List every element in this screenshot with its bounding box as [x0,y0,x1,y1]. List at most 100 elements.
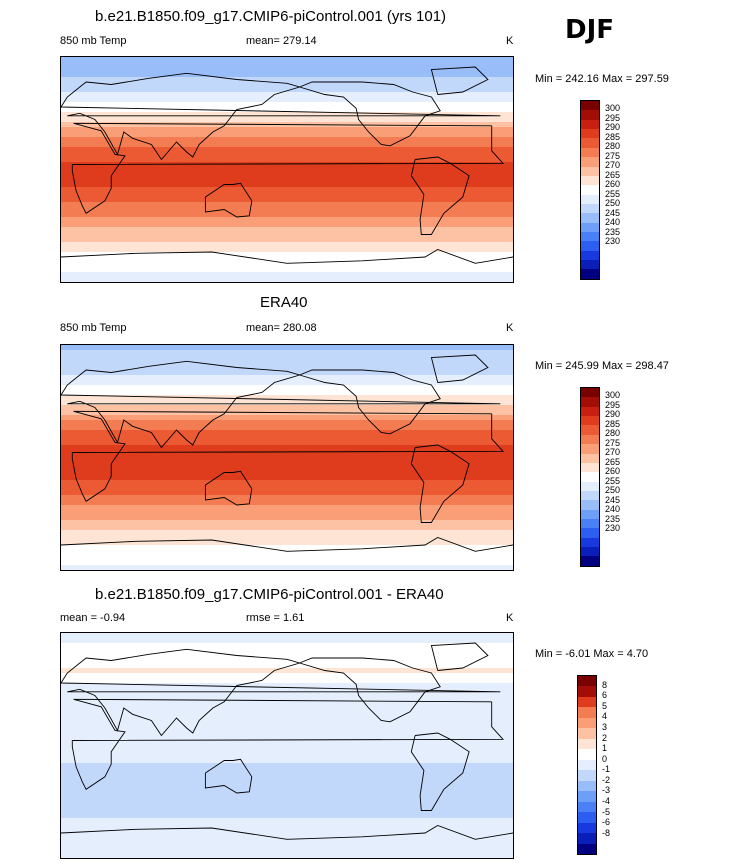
coastline [71,410,505,502]
colorbar-swatch [581,388,599,398]
colorbar-tick-label: 250 [605,485,621,496]
coastline [204,758,253,794]
map-contour-band [61,455,513,461]
map-contour-band [61,495,513,501]
panel1-title: b.e21.B1850.f09_g17.CMIP6-piControl.001 … [95,8,447,25]
map-contour-band [61,465,513,471]
colorbar-tick-label: 265 [605,456,621,467]
map-contour-band [61,653,513,659]
panel3-map-svg [61,633,513,858]
map-contour-band [61,182,513,188]
map-contour-band [61,445,513,451]
colorbar-tick-label: -5 [602,806,611,817]
colorbar-swatch [581,406,599,417]
map-contour-band [61,723,513,729]
colorbar-swatch [581,101,599,111]
coastline [204,470,253,506]
map-contour-band [61,828,513,834]
colorbar-tick-label: 4 [602,711,608,722]
map-contour-band [61,92,513,98]
colorbar-swatch [581,500,599,510]
coastline [299,81,441,147]
map-contour-band [61,82,513,88]
colorbar-tick-label: 275 [605,150,621,161]
map-contour-band [61,753,513,759]
colorbar-swatch [581,425,599,435]
colorbar-tick-label: 270 [605,447,621,458]
colorbar-tick-label: -2 [602,774,611,785]
colorbar-swatch [581,110,599,120]
map-contour-band [61,823,513,829]
map-contour-band [61,788,513,794]
map-contour-band [61,733,513,739]
colorbar-tick-label: 260 [605,179,621,190]
map-contour-band [61,435,513,441]
coastline [61,825,513,840]
colorbar-tick-label: 270 [605,160,621,171]
colorbar-tick-label: 255 [605,188,621,199]
panel3-mean-label: mean = -0.94 [60,612,126,624]
map-contour-band [61,633,513,639]
map-contour-band [61,703,513,709]
map-contour-band [61,818,513,824]
colorbar-tick-label: 235 [605,513,621,524]
colorbar-swatch [581,129,599,139]
panel3-title: b.e21.B1850.f09_g17.CMIP6-piControl.001 … [95,586,444,603]
map-contour-band [61,385,513,391]
map-contour-band [61,748,513,754]
coastline [299,369,441,435]
map-contour-band [61,673,513,679]
map-contour-band [61,405,513,411]
colorbar-tick-label: 290 [605,122,621,133]
colorbar-tick-label: -3 [602,785,611,796]
map-contour-band [61,430,513,436]
map-contour-band [61,783,513,789]
colorbar-swatch [581,185,599,195]
colorbar-tick-label: 250 [605,198,621,209]
colorbar-tick-label: 6 [602,690,608,701]
map-contour-band [61,515,513,521]
colorbar-tick-label: 290 [605,409,621,420]
map-contour-band [61,668,513,674]
map-contour-band [61,853,513,858]
map-contour-band [61,232,513,238]
colorbar-tick-label: 2 [602,732,608,743]
panel2-colorbar [580,387,600,567]
map-contour-band [61,535,513,541]
colorbar-swatch [581,203,599,214]
colorbar-swatch [578,759,596,771]
map-contour-band [61,763,513,769]
colorbar-swatch [581,175,599,186]
map-contour-band [61,252,513,258]
map-contour-band [61,247,513,253]
map-contour-band [61,137,513,143]
colorbar-tick-label: 235 [605,226,621,237]
colorbar-tick-label: 240 [605,504,621,515]
colorbar-tick-label: 280 [605,428,621,439]
colorbar-swatch [578,801,596,813]
colorbar-tick-label: 295 [605,112,621,123]
map-contour-band [61,420,513,426]
colorbar-swatch [578,717,596,729]
coastline [430,66,489,95]
colorbar-tick-label: 230 [605,523,621,534]
coastline [410,444,470,523]
map-contour-band [61,540,513,546]
map-contour-band [61,365,513,371]
coastline [61,537,513,552]
colorbar-swatch [581,157,599,167]
map-contour-band [61,67,513,73]
map-contour-band [61,77,513,83]
colorbar-swatch [581,519,599,529]
colorbar-swatch [578,686,596,697]
map-contour-band [61,663,513,669]
map-contour-band [61,545,513,551]
map-contour-band [61,262,513,268]
map-contour-band [61,838,513,844]
map-contour-band [61,678,513,684]
colorbar-tick-label: 5 [602,700,608,711]
panel3-units-label: K [506,612,514,624]
panel3-rmse-label: rmse = 1.61 [246,612,305,624]
map-contour-band [61,525,513,531]
colorbar-swatch [581,556,599,566]
